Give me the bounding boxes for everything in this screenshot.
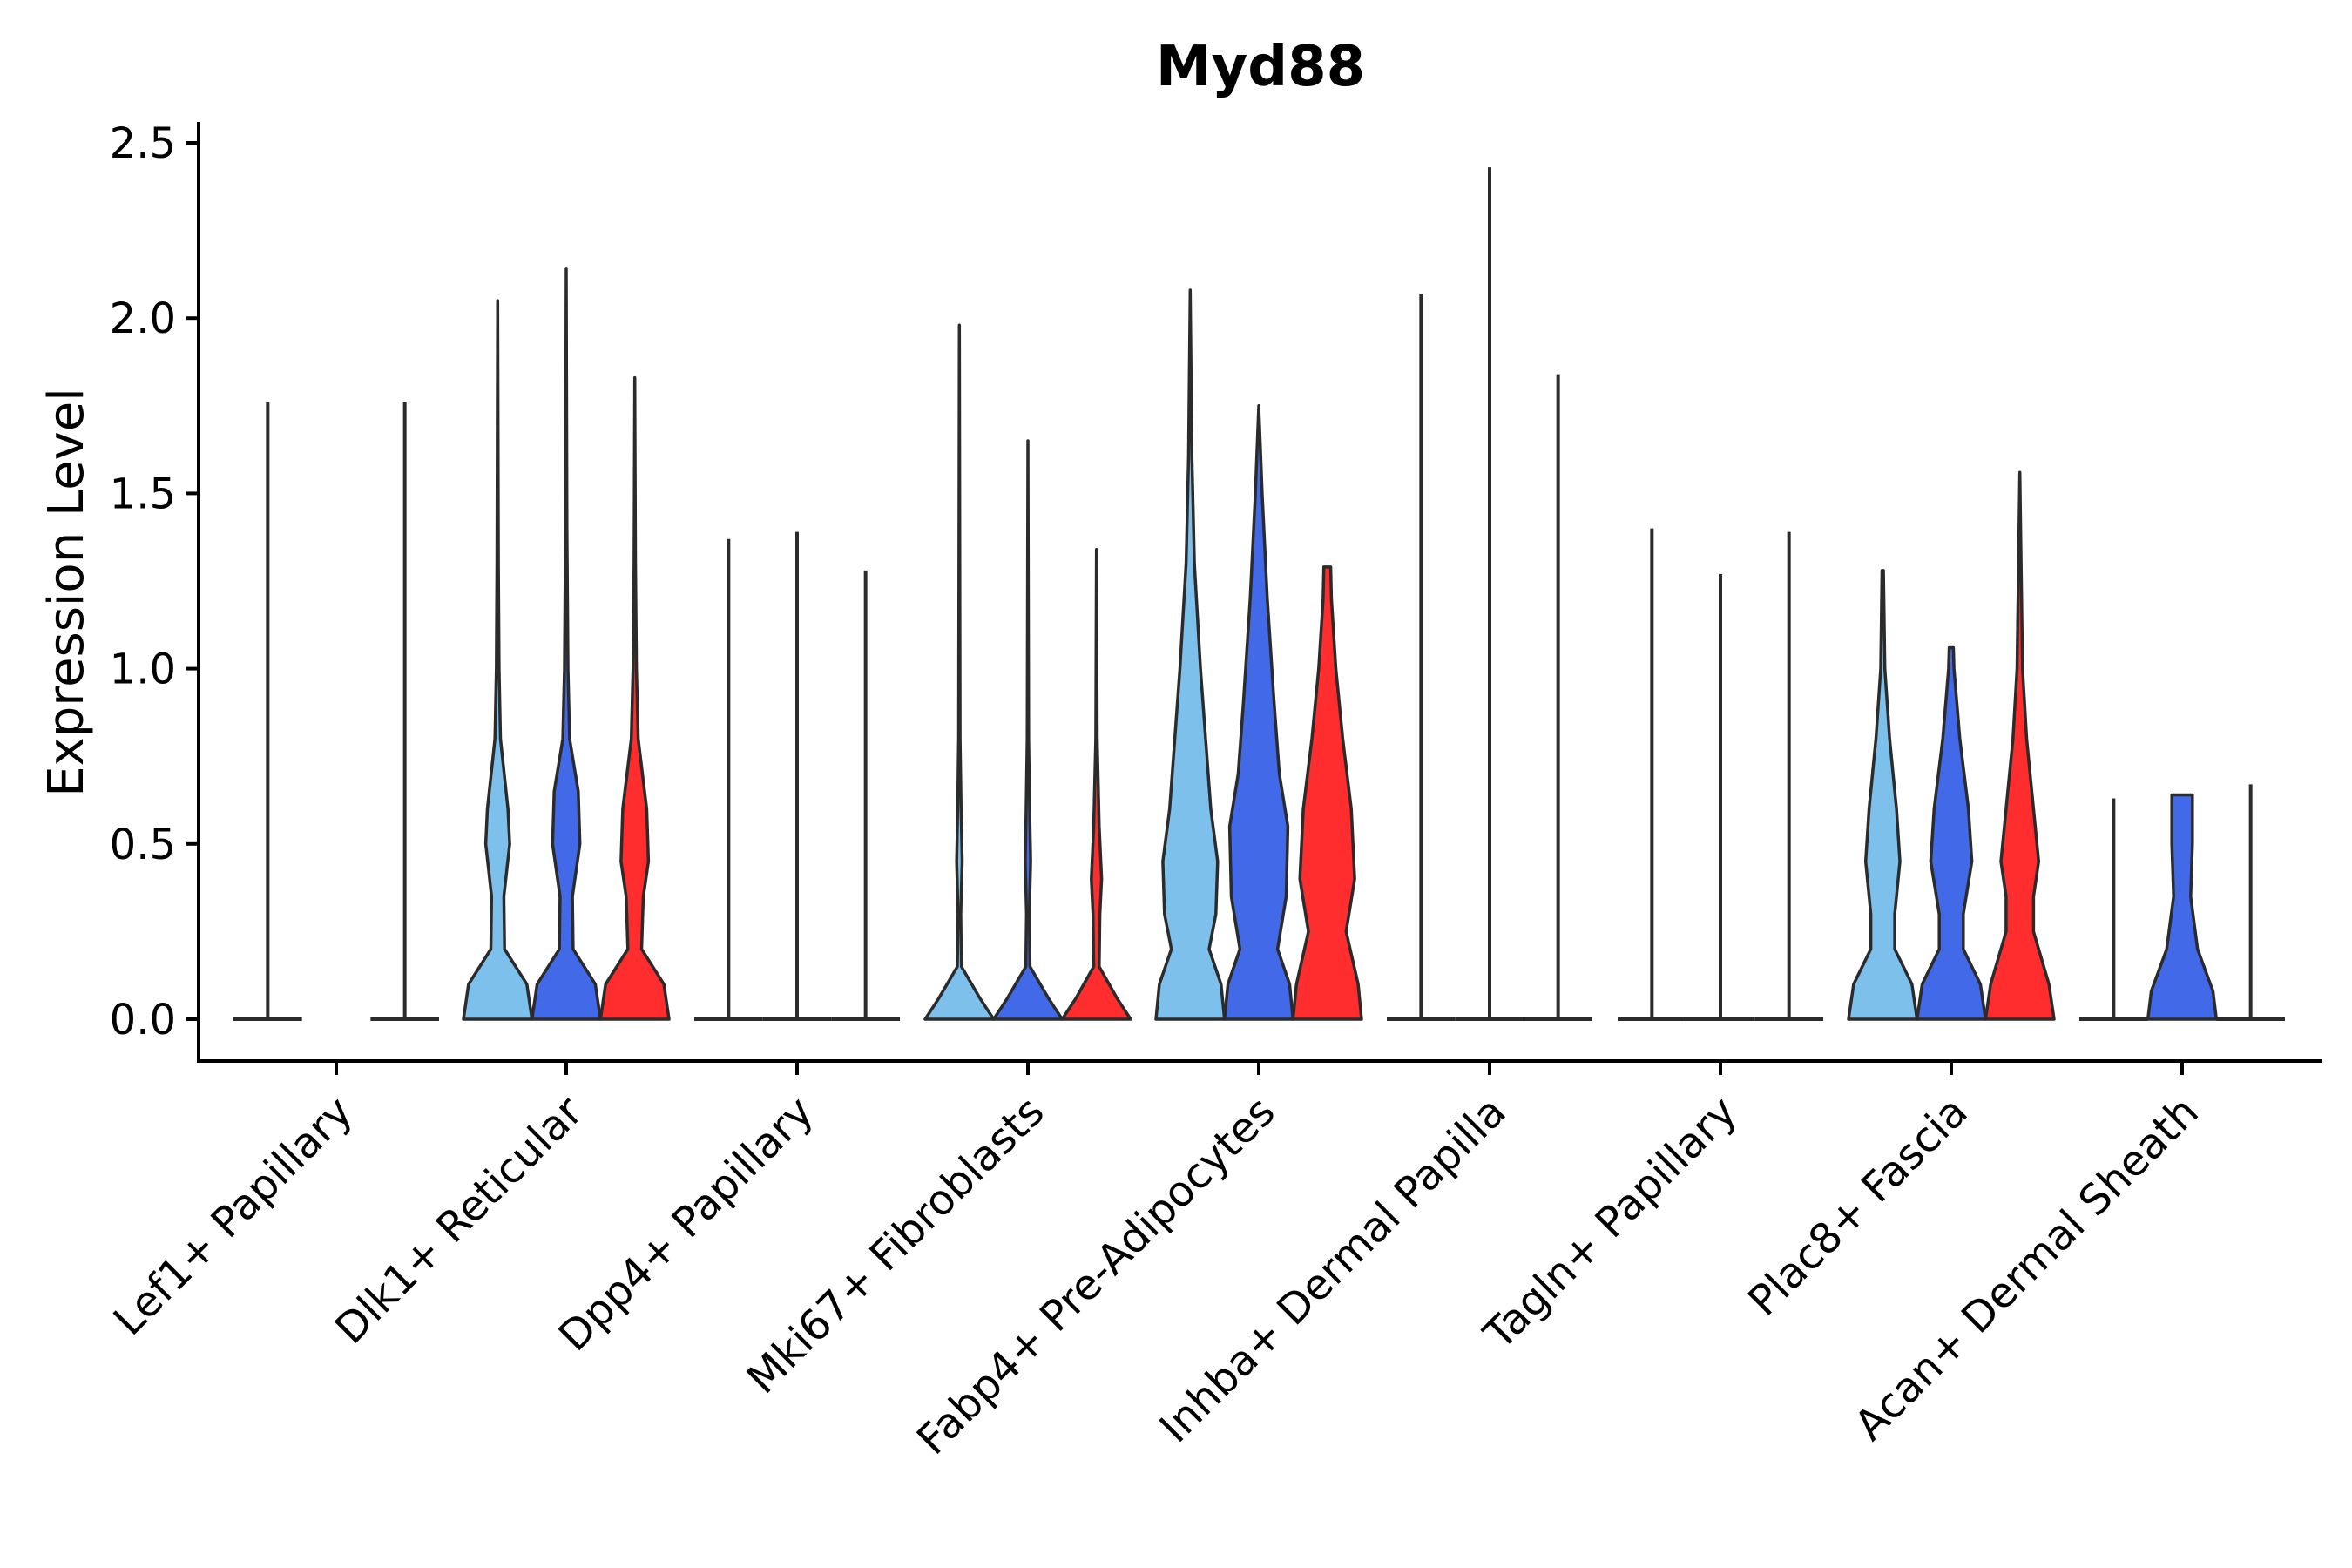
y-axis-label: Expression Level: [38, 388, 95, 797]
x-tick-label: Tagln+ Papillary: [1474, 1087, 1746, 1359]
violin-4-2: [1291, 565, 1363, 1021]
violin-4-1: [1222, 404, 1295, 1021]
violin-1-1: [530, 267, 603, 1021]
chart-title: Myd88: [1156, 35, 1365, 99]
violin-7-0: [1847, 569, 1919, 1021]
violin-7-2: [1984, 470, 2056, 1021]
x-tick-label: Dlk1+ Reticular: [326, 1087, 592, 1354]
y-tick-label: 0.0: [110, 996, 176, 1044]
violin-4-0: [1154, 288, 1227, 1021]
violin-3-0: [923, 323, 996, 1021]
x-tick-label: Lef1+ Papillary: [105, 1087, 362, 1345]
y-tick-label: 2.5: [110, 119, 176, 168]
violin-8-1: [2146, 793, 2219, 1021]
violin-series-group: [233, 167, 2285, 1021]
x-tick-label: Dpp4+ Papillary: [550, 1087, 823, 1361]
y-tick-label: 0.5: [110, 821, 176, 869]
y-tick-label: 1.5: [110, 470, 176, 518]
violin-3-1: [991, 439, 1064, 1021]
x-tick-label: Plac8+ Fascia: [1739, 1087, 1977, 1326]
y-tick-label: 1.0: [110, 645, 176, 694]
y-tick-label: 2.0: [110, 294, 176, 343]
violin-7-1: [1915, 645, 1988, 1021]
violin-3-2: [1060, 548, 1132, 1021]
violin-1-2: [598, 375, 671, 1021]
violin-1-0: [462, 299, 534, 1021]
